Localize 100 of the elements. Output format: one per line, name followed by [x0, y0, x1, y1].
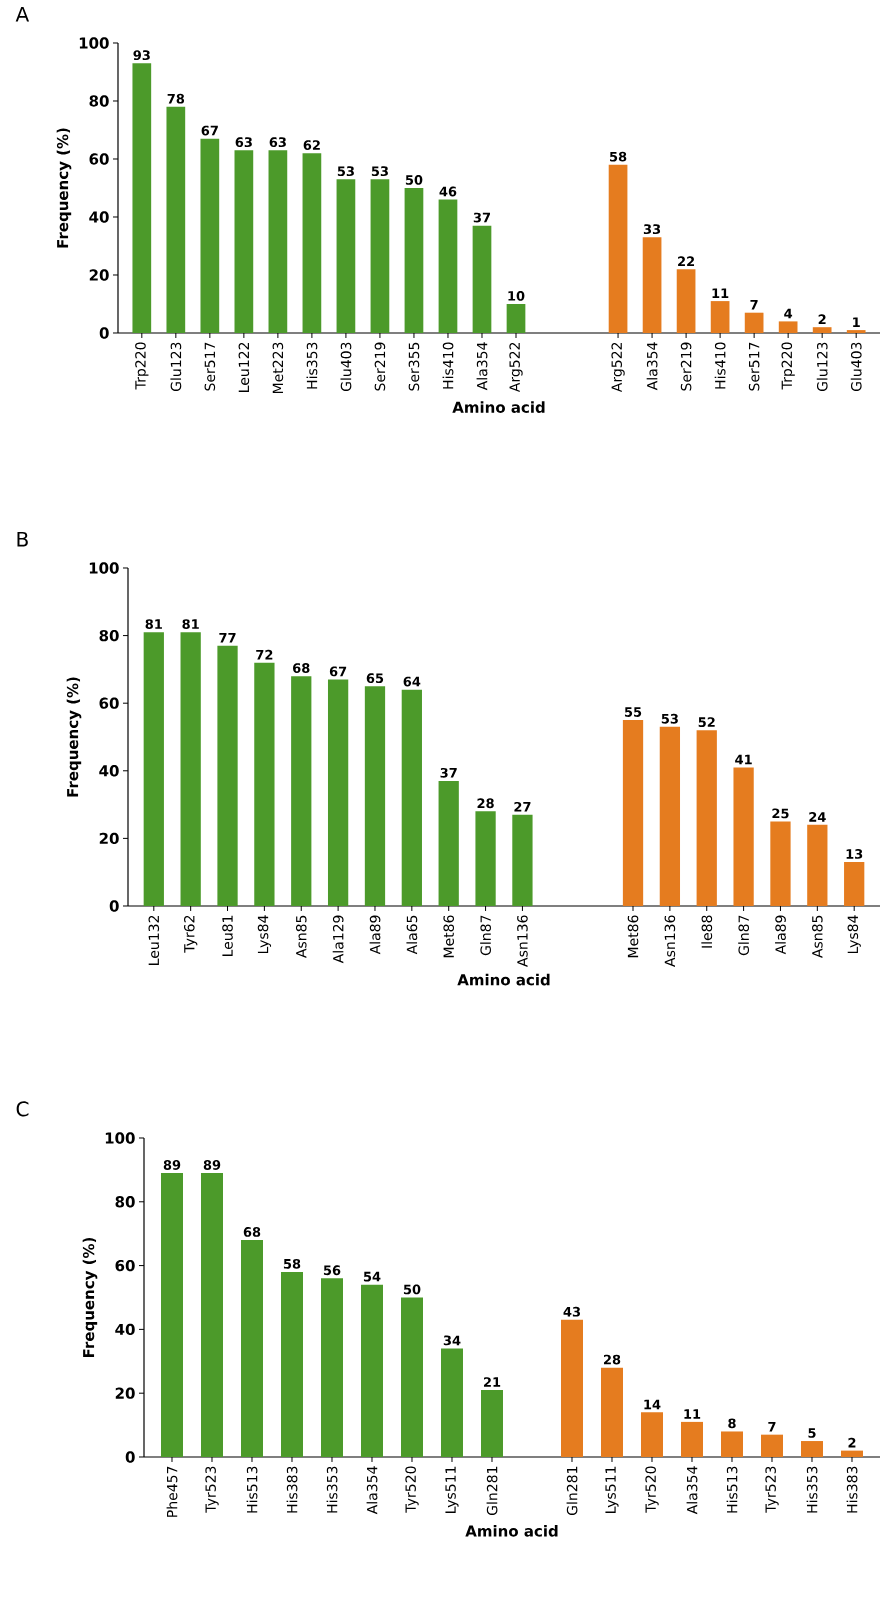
y-tick-label: 100: [105, 1132, 135, 1144]
chart-title: C: [16, 1101, 29, 1117]
bar: [441, 1348, 463, 1457]
data-label: 27: [514, 801, 531, 812]
x-tick-label: Asn85: [295, 915, 307, 958]
data-label: 14: [644, 1399, 661, 1410]
x-tick-label: Met86: [627, 915, 639, 958]
y-axis-title: Frequency (%): [66, 677, 82, 797]
x-tick-label: Ala354: [366, 1466, 378, 1515]
x-tick-label: Lys84: [257, 915, 272, 954]
data-label: 53: [661, 713, 678, 724]
data-label: 25: [772, 808, 789, 819]
x-tick-label: Gln87: [480, 915, 491, 956]
bar: [696, 730, 717, 906]
y-axis-title: Frequency (%): [82, 1237, 98, 1357]
x-tick-label: Asn136: [517, 915, 528, 967]
x-tick-label: Gln87: [738, 915, 750, 956]
x-tick-label: His513: [726, 1466, 738, 1513]
x-tick-label: His353: [306, 342, 318, 389]
data-label: 58: [610, 151, 627, 162]
data-label: 55: [624, 707, 642, 717]
bar: [608, 164, 628, 333]
bar: [676, 269, 696, 333]
y-tick-label: 20: [89, 269, 109, 281]
bar: [217, 645, 238, 906]
bar: [561, 1319, 583, 1457]
x-tick-label: Gln281: [486, 1466, 498, 1516]
data-label: 93: [133, 50, 150, 61]
bar: [659, 726, 681, 906]
x-tick-label: His353: [806, 1466, 818, 1513]
bar: [401, 689, 422, 906]
bar: [512, 814, 533, 906]
y-tick-label: 20: [115, 1387, 135, 1399]
data-label: 50: [405, 174, 423, 185]
bar: [681, 1421, 703, 1457]
x-tick-label: Ser517: [748, 342, 760, 391]
bar: [302, 153, 322, 333]
bar: [641, 1412, 663, 1457]
data-label: 28: [477, 798, 494, 809]
y-tick-label: 0: [99, 327, 109, 339]
x-tick-label: Arg522: [611, 342, 625, 393]
x-tick-label: Leu132: [148, 915, 160, 965]
x-tick-label: Ala89: [775, 915, 786, 955]
bar: [143, 632, 164, 906]
data-label: 8: [728, 1418, 736, 1429]
bar: [601, 1367, 623, 1457]
y-tick-label: 100: [79, 37, 109, 49]
y-tick-label: 80: [115, 1196, 135, 1208]
bar: [321, 1278, 343, 1457]
x-tick-label: Ala354: [646, 342, 658, 391]
x-tick-label: Tyr520: [405, 1466, 419, 1513]
data-label: 58: [283, 1258, 301, 1269]
data-label: 81: [182, 619, 199, 630]
data-label: 33: [643, 224, 661, 235]
data-label: 63: [269, 137, 286, 148]
data-label: 78: [167, 93, 185, 104]
bar: [844, 862, 865, 906]
x-axis-title: Amino acid: [452, 401, 545, 413]
data-label: 67: [201, 125, 218, 136]
bar: [291, 676, 312, 906]
x-tick-label: Met223: [272, 342, 284, 394]
bar: [201, 1173, 223, 1457]
bar: [622, 720, 644, 906]
chart-title: A: [15, 6, 30, 22]
data-label: 11: [712, 288, 729, 298]
bar: [370, 179, 390, 333]
bar: [744, 312, 764, 333]
x-tick-label: His383: [286, 1466, 298, 1513]
x-axis-title: Amino acid: [457, 973, 550, 986]
bar: [361, 1284, 383, 1457]
data-label: 89: [203, 1160, 221, 1170]
x-axis-title: Amino acid: [465, 1525, 558, 1537]
x-tick-label: Glu403: [850, 342, 862, 392]
y-tick-label: 80: [99, 629, 119, 642]
x-tick-label: Tyr520: [645, 1466, 659, 1513]
bar: [812, 327, 832, 333]
data-label: 67: [329, 666, 347, 677]
bar: [200, 138, 220, 333]
x-tick-label: His383: [846, 1466, 858, 1513]
bar: [161, 1173, 183, 1457]
bar: [760, 1434, 783, 1457]
bar: [268, 150, 288, 333]
x-tick-label: Tyr523: [205, 1466, 219, 1513]
data-label: 46: [439, 186, 457, 197]
chart-title: B: [17, 531, 28, 547]
data-label: 53: [337, 166, 354, 177]
data-label: 22: [678, 256, 695, 266]
data-label: 41: [735, 754, 752, 765]
bar: [336, 179, 356, 333]
x-tick-label: Lys84: [847, 915, 861, 954]
data-label: 43: [563, 1306, 581, 1317]
data-label: 2: [818, 314, 826, 324]
data-label: 5: [808, 1428, 816, 1438]
data-label: 62: [303, 140, 320, 150]
data-label: 68: [243, 1227, 261, 1237]
x-tick-label: Ala354: [476, 342, 488, 391]
data-label: 56: [323, 1265, 341, 1276]
x-tick-label: His353: [326, 1466, 338, 1513]
data-label: 2: [848, 1437, 856, 1448]
x-tick-label: Glu123: [816, 342, 828, 392]
